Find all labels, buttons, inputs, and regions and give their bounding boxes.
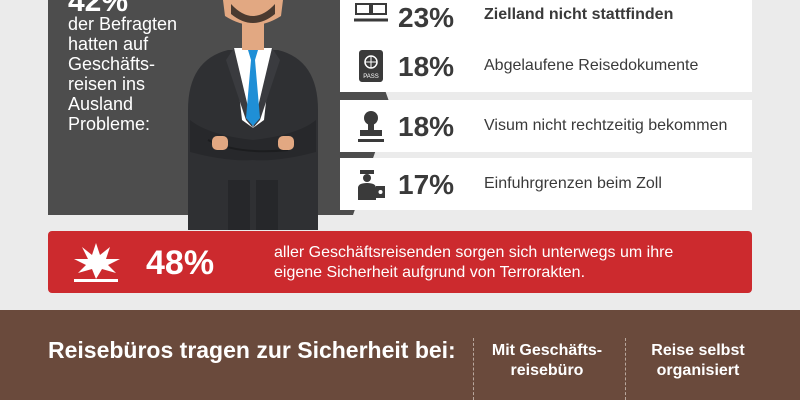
alert-text: aller Geschäftsreisenden sorgen sich unt… xyxy=(274,244,674,281)
stat-label: Zielland nicht stattfinden xyxy=(484,6,674,23)
stat-row: 23% Zielland nicht stattfinden xyxy=(340,0,752,40)
column-divider xyxy=(625,338,626,400)
left-panel-line: Geschäfts- xyxy=(68,54,156,74)
column-header-line: Mit Geschäfts- xyxy=(491,342,603,359)
stat-percent: 23% xyxy=(398,2,455,33)
column-header-line: organisiert xyxy=(656,362,740,379)
stat-label: Abgelaufene Reisedokumente xyxy=(484,57,699,74)
stat-percent: 18% xyxy=(398,111,455,142)
bottom-section: Reisebüros tragen zur Sicherheit bei: Mi… xyxy=(0,310,800,400)
left-panel-line: Ausland xyxy=(68,94,134,114)
businessman-illustration xyxy=(188,0,318,230)
column-header-agency: Mit Geschäfts- reisebüro xyxy=(472,341,622,381)
column-divider xyxy=(473,338,474,400)
left-panel-line: der Befragten xyxy=(68,14,178,34)
left-panel-percent: 42% xyxy=(68,0,129,18)
stat-label: Visum nicht rechtzeitig bekommen xyxy=(484,117,728,134)
stat-label: Einfuhrgrenzen beim Zoll xyxy=(484,175,662,192)
stat-row: 18% Visum nicht rechtzeitig bekommen xyxy=(340,100,752,152)
explosion-icon xyxy=(74,243,120,282)
bottom-heading: Reisebüros tragen zur Sicherheit bei: xyxy=(48,337,456,363)
left-panel-text: 42% der Befragten hatten auf Geschäfts- … xyxy=(68,0,183,134)
customs-officer-icon xyxy=(358,170,385,200)
stat-row: 17% Einfuhrgrenzen beim Zoll xyxy=(340,158,752,210)
column-header-line: Reise selbst xyxy=(651,342,745,359)
alert-banner: 48% aller Geschäftsreisenden sorgen sich… xyxy=(48,231,752,293)
left-panel-line: reisen ins xyxy=(68,74,146,94)
column-header-self: Reise selbst organisiert xyxy=(623,341,773,381)
alert-percent: 48% xyxy=(146,244,215,282)
svg-text:PASS: PASS xyxy=(363,74,379,80)
stat-percent: 17% xyxy=(398,169,455,200)
column-header-line: reisebüro xyxy=(510,362,584,379)
stat-row: PASS 18% Abgelaufene Reisedokumente xyxy=(340,40,752,92)
stat-percent: 18% xyxy=(398,51,455,82)
left-panel-line: Probleme: xyxy=(68,114,151,134)
left-panel-line: hatten auf xyxy=(68,34,149,54)
broken-screen-icon xyxy=(354,3,388,22)
passport-icon: PASS xyxy=(359,50,383,82)
stamp-icon xyxy=(358,111,384,142)
